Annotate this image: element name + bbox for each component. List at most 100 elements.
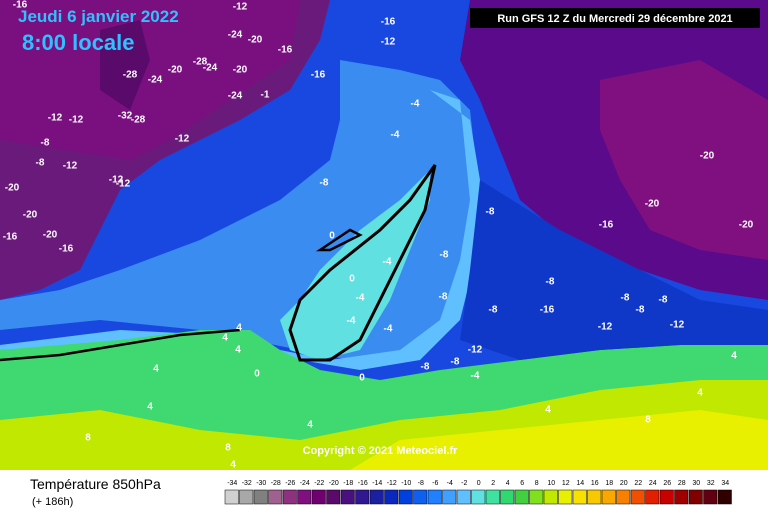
scale-label: 22 [634, 480, 642, 487]
color-swatch [355, 489, 370, 505]
contour-label: 8 [645, 415, 651, 426]
scale-label: -14 [372, 480, 382, 487]
color-swatch [326, 489, 341, 505]
color-swatch [311, 489, 326, 505]
contour-label: -24 [148, 75, 163, 86]
map [0, 0, 768, 470]
contour-label: -16 [278, 45, 293, 56]
color-swatch [514, 489, 529, 505]
color-swatch [674, 489, 689, 505]
contour-label: -28 [131, 115, 146, 126]
scale-label: 8 [535, 480, 539, 487]
scale-label: 10 [547, 480, 555, 487]
color-swatch [688, 489, 703, 505]
scale-label: -16 [358, 480, 368, 487]
contour-label: -8 [440, 250, 449, 261]
contour-label: 0 [349, 274, 355, 285]
contour-label: 8 [85, 433, 91, 444]
scale-label: -18 [343, 480, 353, 487]
color-swatch [558, 489, 573, 505]
color-swatch [659, 489, 674, 505]
east-cold [600, 60, 768, 260]
contour-label: 4 [147, 402, 153, 413]
contour-label: -20 [168, 65, 183, 76]
isotherm-loop [315, 228, 363, 252]
contour-label: -12 [69, 115, 84, 126]
europe-band [460, 180, 768, 360]
scale-label: -10 [401, 480, 411, 487]
contour-label: 4 [731, 351, 737, 362]
contour-label: -16 [311, 70, 326, 81]
contour-label: 4 [697, 388, 703, 399]
contour-label: -8 [659, 295, 668, 306]
contour-label: 0 [329, 231, 335, 242]
contour-label: -12 [116, 179, 131, 190]
contour-label: -16 [59, 244, 74, 255]
colorbar: -34 -32 -30 -28 -26 -24 -22 -20 -18 -16 -14 -12 -10-… [224, 480, 732, 505]
color-swatch [340, 489, 355, 505]
hot-region [350, 410, 768, 470]
contour-label: -8 [621, 293, 630, 304]
color-swatch [239, 489, 254, 505]
scale-label: -32 [242, 480, 252, 487]
color-swatch [427, 489, 442, 505]
scale-label: 4 [506, 480, 510, 487]
contour-label: -20 [700, 151, 715, 162]
mild-band [0, 90, 480, 370]
run-info: Run GFS 12 Z du Mercredi 29 décembre 202… [497, 13, 732, 25]
color-swatch [485, 489, 500, 505]
scale-label: 26 [663, 480, 671, 487]
map-labels: -16 -12-16-24 -20 -12-16-20-28-24-20-24-16-… [3, 0, 754, 471]
cold-core [0, 0, 300, 160]
contour-label: -20 [248, 35, 263, 46]
scale-label: 6 [520, 480, 524, 487]
copyright: Copyright © 2021 Meteociel.fr [303, 445, 459, 457]
contour-label: 4 [236, 323, 242, 334]
contour-label: -1 [261, 90, 270, 101]
contour-label: -20 [739, 220, 754, 231]
time: 8:00 locale [22, 30, 135, 55]
contour-label: 4 [545, 405, 551, 416]
contour-label: -12 [109, 175, 124, 186]
scale-label: 12 [562, 480, 570, 487]
scale-label: 28 [678, 480, 686, 487]
contour-label: -24 [203, 63, 218, 74]
scale-label: -34 [227, 480, 237, 487]
scale-label: -30 [256, 480, 266, 487]
contour-label: -28 [193, 57, 208, 68]
contour-label: 4 [235, 345, 241, 356]
color-swatch [703, 489, 718, 505]
color-swatch [500, 489, 515, 505]
scale-label: -2 [461, 480, 467, 487]
contour-label: -12 [48, 113, 63, 124]
scale-label: 20 [620, 480, 628, 487]
contour-label: -20 [43, 230, 58, 241]
color-swatch [645, 489, 660, 505]
scale-label: 32 [707, 480, 715, 487]
contour-label: -4 [347, 316, 356, 327]
contour-label: -20 [233, 65, 248, 76]
contour-label: -12 [233, 2, 248, 13]
contour-label: -4 [411, 99, 420, 110]
scale-label: 18 [605, 480, 613, 487]
contour-label: -8 [439, 292, 448, 303]
contour-label: -12 [468, 345, 483, 356]
scale-label: 16 [591, 480, 599, 487]
scale-label: 34 [721, 480, 729, 487]
contour-label: -16 [540, 305, 555, 316]
scale-label: -22 [314, 480, 324, 487]
color-swatch [413, 489, 428, 505]
contour-label: -28 [123, 70, 138, 81]
legend-subtitle: (+ 186h) [32, 496, 73, 508]
contour-label: -20 [23, 210, 38, 221]
color-swatch [587, 489, 602, 505]
greenland [100, 20, 150, 110]
contour-label: 8 [225, 443, 231, 454]
scale-label: 30 [692, 480, 700, 487]
contour-label: 0 [359, 373, 365, 384]
color-swatch [572, 489, 587, 505]
scale-label: -24 [300, 480, 310, 487]
color-swatch [384, 489, 399, 505]
scale-label: -6 [432, 480, 438, 487]
